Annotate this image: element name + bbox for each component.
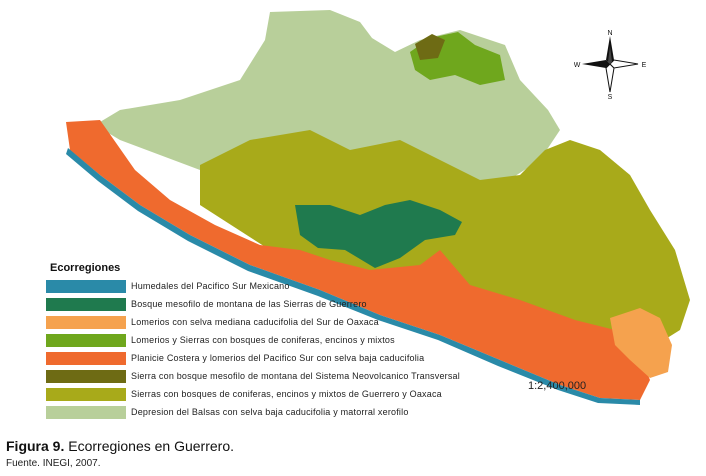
- map-canvas: [66, 10, 690, 405]
- legend-item: Lomerios y Sierras con bosques de conife…: [46, 331, 486, 349]
- legend-item: Sierra con bosque mesofilo de montana de…: [46, 367, 486, 385]
- figure-caption-text: Ecorregiones en Guerrero.: [64, 438, 234, 454]
- legend-swatch: [46, 333, 126, 347]
- compass-west-label: W: [574, 62, 581, 69]
- legend-item: Depresion del Balsas con selva baja cadu…: [46, 403, 486, 421]
- legend-label: Sierra con bosque mesofilo de montana de…: [131, 371, 460, 381]
- figure-source: Fuente. INEGI, 2007.: [6, 458, 101, 469]
- legend-item: Sierras con bosques de coniferas, encino…: [46, 385, 486, 403]
- legend-label: Bosque mesofilo de montana de las Sierra…: [131, 299, 367, 309]
- legend-swatch: [46, 315, 126, 329]
- figure-label: Figura 9.: [6, 438, 65, 454]
- map-legend: Ecorregiones Humedales del Pacifico Sur …: [46, 262, 486, 421]
- legend-label: Depresion del Balsas con selva baja cadu…: [131, 407, 409, 417]
- legend-swatch: [46, 387, 126, 401]
- legend-swatch: [46, 405, 126, 419]
- north-arrow-compass: N S E W: [574, 28, 647, 101]
- legend-label: Lomerios y Sierras con bosques de conife…: [131, 335, 395, 345]
- region-planicie-costera: [66, 120, 650, 400]
- legend-item: Humedales del Pacifico Sur Mexicano: [46, 277, 486, 295]
- legend-swatch: [46, 297, 126, 311]
- legend-label: Planicie Costera y lomerios del Pacifico…: [131, 353, 425, 363]
- legend-label: Sierras con bosques de coniferas, encino…: [131, 389, 442, 399]
- region-lomerios-selva-mediana: [610, 308, 672, 378]
- legend-label: Lomerios con selva mediana caducifolia d…: [131, 317, 379, 327]
- compass-south-label: S: [608, 94, 613, 100]
- legend-item: Lomerios con selva mediana caducifolia d…: [46, 313, 486, 331]
- legend-swatch: [46, 369, 126, 383]
- legend-item: Planicie Costera y lomerios del Pacifico…: [46, 349, 486, 367]
- region-sierra-neovolcanico: [415, 34, 445, 60]
- legend-swatch: [46, 351, 126, 365]
- figure-caption: Figura 9. Ecorregiones en Guerrero.: [6, 438, 234, 454]
- legend-item: Bosque mesofilo de montana de las Sierra…: [46, 295, 486, 313]
- legend-label: Humedales del Pacifico Sur Mexicano: [131, 281, 290, 291]
- map-scale: 1:2,400,000: [528, 380, 587, 392]
- region-bosque-mesofilo: [295, 200, 462, 268]
- region-sierras-guerrero-oaxaca: [200, 130, 690, 355]
- compass-north-label: N: [607, 30, 612, 37]
- compass-east-label: E: [642, 62, 646, 69]
- legend-title: Ecorregiones: [50, 262, 121, 274]
- ecoregion-map: [66, 10, 690, 405]
- compass-rose-icon: N S E W: [574, 30, 647, 101]
- legend-swatch: [46, 279, 126, 293]
